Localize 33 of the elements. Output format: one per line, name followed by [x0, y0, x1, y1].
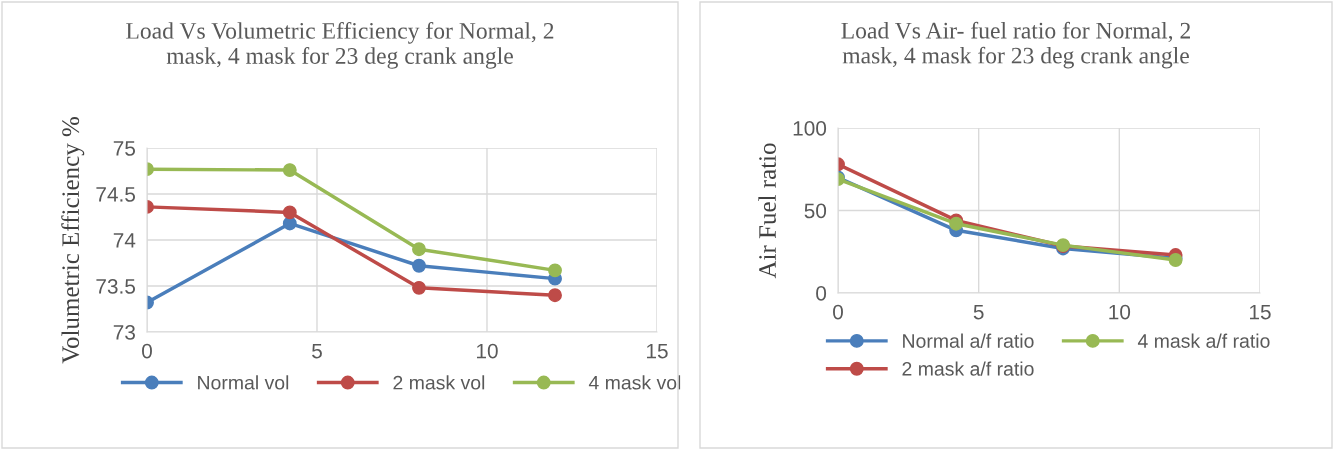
point: [282, 163, 297, 178]
point: [282, 205, 297, 220]
y-axis-title: Air Fuel ratio: [758, 143, 776, 279]
point: [412, 280, 426, 295]
point: [548, 263, 562, 278]
legend-label: 2 mask a/f ratio: [902, 361, 1034, 376]
chart-title: Load Vs Air- fuel ratio for Normal, 2 mask, 4 mask for 23 deg crank angle: [841, 21, 1190, 69]
legend-label: 4 mask vol: [588, 375, 681, 390]
y-tick-label: 74: [113, 233, 136, 248]
point: [412, 242, 426, 257]
y-tick-label: 50: [804, 203, 827, 219]
y-tick-label: 0: [816, 286, 827, 301]
legend-label: 4 mask a/f ratio: [1137, 333, 1270, 348]
legend-label: 2 mask vol: [393, 375, 485, 390]
x-tick-label: 5: [973, 304, 984, 320]
y-tick-label: 100: [793, 121, 827, 136]
legend-label: Normal vol: [198, 375, 289, 390]
x-tick-label: 5: [312, 343, 322, 359]
y-tick-label: 74.5: [96, 187, 136, 202]
x-tick-label: 0: [142, 343, 152, 359]
point: [548, 288, 562, 303]
y-tick-label: 75: [113, 141, 136, 156]
legend-label: Normal a/f ratio: [903, 333, 1034, 348]
y-tick-label: 73.5: [96, 279, 136, 294]
y-axis-title: Volumetric Efficiency %: [61, 117, 85, 364]
x-tick-label: 15: [1250, 304, 1271, 320]
x-tick-label: 15: [647, 343, 668, 359]
chart-title: Load Vs Volumetric Efficiency for Normal, 2 mask, 4 mask for 23 deg crank angle: [126, 22, 554, 69]
point: [412, 258, 426, 273]
x-tick-label: 0: [833, 304, 843, 320]
x-tick-label: 10: [477, 343, 498, 359]
y-tick-label: 73: [113, 325, 135, 340]
x-tick-label: 10: [1109, 304, 1131, 320]
